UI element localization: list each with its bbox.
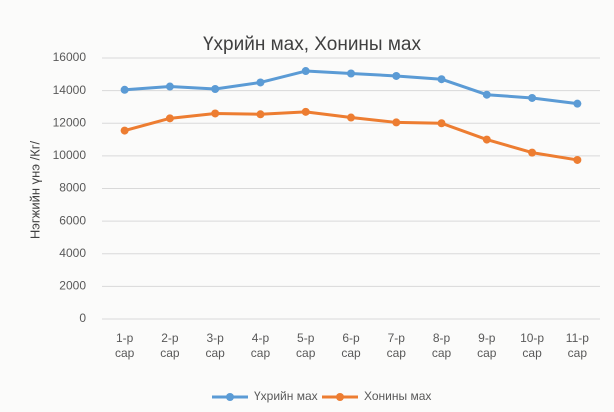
point-marker bbox=[573, 99, 582, 108]
point-marker bbox=[120, 85, 129, 94]
point-marker bbox=[256, 78, 265, 87]
point-marker bbox=[301, 107, 310, 116]
point-marker bbox=[120, 126, 129, 135]
point-marker bbox=[347, 69, 355, 78]
point-marker bbox=[528, 93, 537, 102]
x-tick-label: 5-р сар bbox=[296, 331, 316, 360]
point-marker bbox=[165, 114, 174, 123]
x-tick-label: 11-р сар bbox=[565, 331, 589, 360]
point-marker bbox=[392, 118, 401, 127]
point-marker bbox=[528, 148, 537, 157]
x-tick-label: 7-р сар bbox=[386, 331, 406, 360]
y-tick-label: 2000 bbox=[59, 279, 86, 293]
y-axis-label: Нэгжийн үнэ /Кг/ bbox=[27, 141, 42, 240]
point-marker bbox=[301, 67, 310, 76]
x-tick-label: 8-р сар bbox=[431, 331, 452, 360]
legend-label: Хонины мах bbox=[364, 389, 431, 403]
point-marker bbox=[482, 135, 491, 144]
point-marker bbox=[437, 119, 446, 128]
point-marker bbox=[482, 90, 491, 99]
x-tick-label: 4-р сар bbox=[250, 331, 271, 360]
x-tick-label: 6-р сар bbox=[341, 331, 361, 360]
legend-marker bbox=[226, 393, 234, 401]
y-tick-label: 8000 bbox=[59, 181, 86, 195]
point-marker bbox=[573, 155, 582, 164]
y-tick-label: 14000 bbox=[53, 83, 87, 97]
point-marker bbox=[211, 84, 220, 93]
y-tick-label: 10000 bbox=[53, 148, 87, 162]
legend-label: Үхрийн мах bbox=[254, 389, 318, 403]
x-tick-label: 9-р сар bbox=[477, 331, 497, 360]
point-marker bbox=[256, 110, 265, 119]
x-tick-label: 3-р сар bbox=[205, 331, 225, 360]
y-tick-label: 16000 bbox=[53, 50, 87, 64]
x-tick-label: 2-р сар bbox=[160, 331, 180, 360]
point-marker bbox=[165, 82, 174, 91]
y-tick-label: 4000 bbox=[59, 246, 86, 260]
y-tick-label: 12000 bbox=[53, 115, 87, 129]
point-marker bbox=[437, 75, 446, 84]
point-marker bbox=[347, 113, 355, 122]
y-tick-label: 6000 bbox=[59, 213, 86, 227]
point-marker bbox=[211, 109, 220, 118]
chart-title: Үхрийн мах, Хонины мах bbox=[203, 34, 422, 55]
legend-marker bbox=[336, 393, 344, 401]
x-tick-label: 1-р сар bbox=[114, 331, 135, 360]
point-marker bbox=[392, 71, 401, 80]
y-tick-label: 0 bbox=[79, 311, 86, 325]
x-tick-label: 10-р сар bbox=[520, 331, 545, 360]
